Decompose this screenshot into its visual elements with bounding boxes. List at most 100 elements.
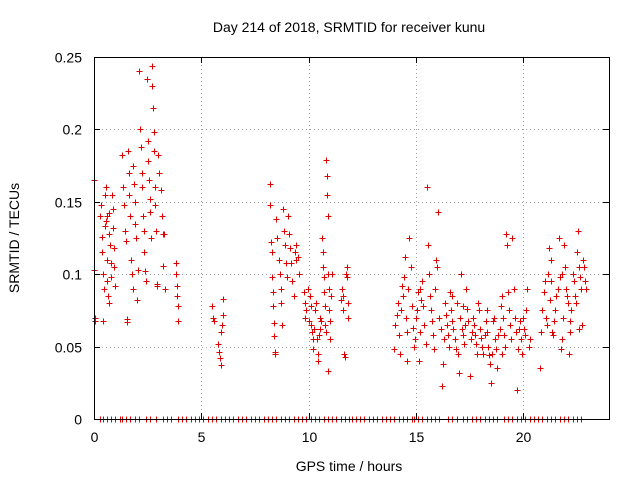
data-point — [559, 336, 566, 343]
data-point — [555, 286, 562, 293]
data-point — [460, 332, 467, 339]
data-point — [218, 362, 225, 369]
data-point — [423, 341, 430, 348]
data-point — [505, 289, 512, 296]
data-point — [153, 228, 160, 235]
data-point — [465, 318, 472, 325]
data-point — [122, 228, 129, 235]
data-point — [487, 361, 494, 368]
data-point — [514, 387, 521, 394]
data-point — [419, 278, 426, 285]
data-point — [220, 296, 227, 303]
data-point — [428, 307, 435, 314]
data-point — [324, 192, 331, 199]
data-point — [104, 278, 111, 285]
data-point — [544, 322, 551, 329]
plot-frame — [94, 57, 610, 420]
grid-lines — [94, 57, 609, 419]
data-point — [327, 336, 334, 343]
data-point — [418, 297, 425, 304]
data-point — [342, 354, 349, 361]
data-point — [551, 318, 558, 325]
data-point — [442, 300, 449, 307]
data-point — [394, 312, 401, 319]
data-point — [312, 307, 319, 314]
data-point — [402, 254, 409, 261]
data-point — [582, 278, 589, 285]
data-point — [281, 228, 288, 235]
data-point — [494, 365, 501, 372]
data-point — [174, 293, 181, 300]
data-point — [327, 318, 334, 325]
data-point — [325, 368, 332, 375]
y-tick-label: 0.1 — [63, 267, 83, 283]
data-point — [539, 307, 546, 314]
data-point — [417, 329, 424, 336]
chart-title: Day 214 of 2018, SRMTID for receiver kun… — [213, 19, 485, 35]
data-point — [329, 271, 336, 278]
data-point — [526, 344, 533, 351]
data-point — [293, 242, 300, 249]
data-point — [103, 218, 110, 225]
data-point — [280, 206, 287, 213]
data-point — [126, 170, 133, 177]
data-point — [548, 257, 555, 264]
data-point — [403, 315, 410, 322]
data-point — [571, 278, 578, 285]
x-tick-label: 5 — [198, 429, 206, 445]
data-point — [572, 293, 579, 300]
data-point — [138, 144, 145, 151]
y-tick-label: 0.15 — [55, 195, 82, 211]
data-point — [162, 286, 169, 293]
data-point — [391, 346, 398, 353]
data-point — [488, 380, 495, 387]
data-point — [502, 344, 509, 351]
data-point — [274, 235, 281, 242]
data-point — [519, 351, 526, 358]
data-point — [504, 242, 511, 249]
data-point — [345, 300, 352, 307]
data-point — [497, 326, 504, 333]
data-point — [291, 293, 298, 300]
data-point — [273, 216, 280, 223]
data-point — [106, 231, 113, 238]
data-point — [104, 213, 111, 220]
data-point — [268, 239, 275, 246]
data-point — [475, 300, 482, 307]
data-point — [267, 181, 274, 188]
data-point — [489, 351, 496, 358]
data-point — [315, 351, 322, 358]
data-point — [119, 152, 126, 159]
data-point — [100, 318, 107, 325]
data-point — [430, 332, 437, 339]
data-point — [392, 322, 399, 329]
data-point — [562, 264, 569, 271]
data-point — [581, 264, 588, 271]
data-point — [296, 271, 303, 278]
data-point — [215, 341, 222, 348]
data-point — [324, 173, 331, 180]
data-point — [433, 257, 440, 264]
y-tick-label: 0.2 — [63, 122, 83, 138]
data-point — [474, 351, 481, 358]
x-axis-label: GPS time / hours — [296, 458, 403, 474]
data-point — [583, 286, 590, 293]
data-point — [132, 221, 139, 228]
data-point — [491, 315, 498, 322]
data-point — [493, 346, 500, 353]
data-point — [566, 351, 573, 358]
data-point — [322, 303, 329, 310]
axis-ticks — [94, 57, 609, 420]
data-point — [567, 318, 574, 325]
data-point — [576, 326, 583, 333]
data-point — [133, 235, 140, 242]
data-point — [460, 303, 467, 310]
data-point — [129, 271, 136, 278]
data-point — [100, 271, 107, 278]
data-point — [412, 336, 419, 343]
data-point — [307, 293, 314, 300]
data-point — [137, 126, 144, 133]
data-point — [553, 293, 560, 300]
data-point — [543, 315, 550, 322]
